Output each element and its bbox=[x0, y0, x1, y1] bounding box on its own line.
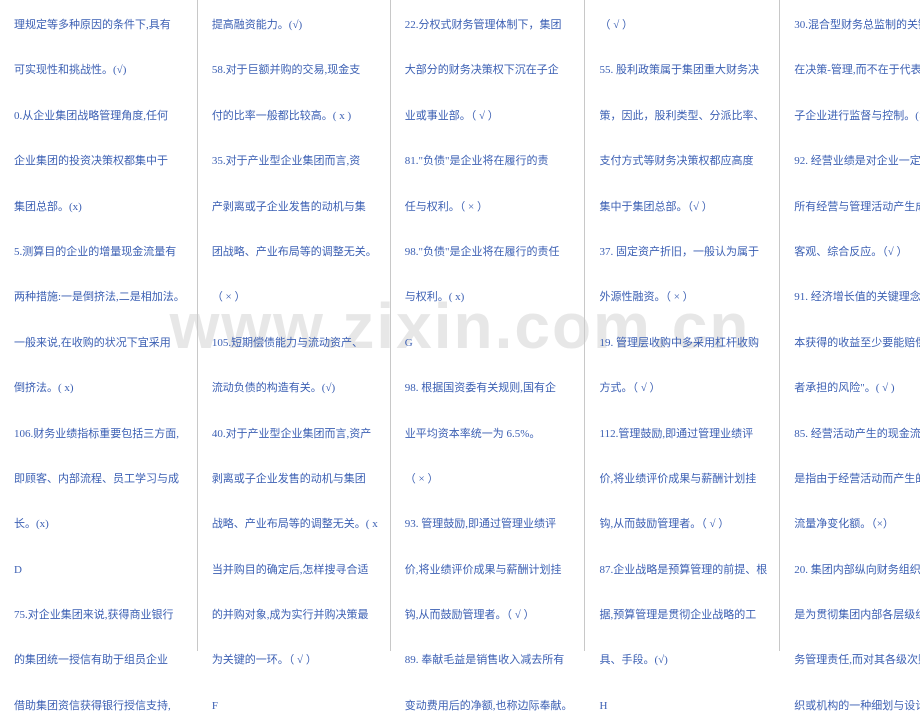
text-line: （ √ ） bbox=[599, 18, 767, 33]
text-line: 集中于集团总部。（√ ） bbox=[599, 200, 767, 215]
text-line: 98."负债"是企业将在履行的责任 bbox=[405, 245, 573, 260]
text-line: 产剥离或子企业发售的动机与集 bbox=[212, 200, 378, 215]
text-line: 85. 经营活动产生的现金流量,它 bbox=[794, 427, 920, 442]
text-line: 20. 集团内部纵向财务组织体系, bbox=[794, 563, 920, 578]
text-line: 22.分权式财务管理体制下，集团 bbox=[405, 18, 573, 33]
text-line: 92. 经营业绩是对企业一定期内 bbox=[794, 154, 920, 169]
text-line: 企业集团的投资决策权都集中于 bbox=[14, 154, 185, 169]
text-line: 与权利。( x) bbox=[405, 290, 573, 305]
text-line: 织或机构的一种细划与设计。 bbox=[794, 699, 920, 714]
text-line: 长。(x) bbox=[14, 517, 185, 532]
text-line: 一般来说,在收购的状况下宜采用 bbox=[14, 336, 185, 351]
text-line: （ × ） bbox=[212, 290, 378, 305]
text-line: 可实现性和挑战性。(√) bbox=[14, 63, 185, 78]
text-line: （ × ） bbox=[405, 472, 573, 487]
text-line: 的集团统一授信有助于组员企业 bbox=[14, 653, 185, 668]
column-4: （ √ ） 55. 股利政策属于集团重大财务决 策，因此，股利类型、分派比率、 … bbox=[585, 0, 780, 651]
text-line: 方式。（ √ ） bbox=[599, 381, 767, 396]
text-line: 价,将业绩评价成果与薪酬计划挂 bbox=[599, 472, 767, 487]
text-line: 98. 根据国资委有关规则,国有企 bbox=[405, 381, 573, 396]
text-line: 任与权利。（ × ） bbox=[405, 200, 573, 215]
column-3: 22.分权式财务管理体制下，集团 大部分的财务决策权下沉在子企 业或事业部。（ … bbox=[391, 0, 586, 651]
text-line: 大部分的财务决策权下沉在子企 bbox=[405, 63, 573, 78]
text-line: 58.对于巨额并购的交易,现金支 bbox=[212, 63, 378, 78]
column-2: 提高融资能力。(√) 58.对于巨额并购的交易,现金支 付的比率一般都比较高。(… bbox=[198, 0, 391, 651]
text-line: G bbox=[405, 336, 573, 351]
text-line: 流动负债的构造有关。(√) bbox=[212, 381, 378, 396]
column-1: 理规定等多种原因的条件下,具有 可实现性和挑战性。(√) 0.从企业集团战略管理… bbox=[0, 0, 198, 651]
text-line: 务管理责任,而对其各级次财务组 bbox=[794, 653, 920, 668]
text-line: 30.混合型财务总监制的关键定位 bbox=[794, 18, 920, 33]
text-line: 具、手段。(√) bbox=[599, 653, 767, 668]
text-line: 变动费用后的净额,也称边际奉献。 bbox=[405, 699, 573, 714]
text-line: 钩,从而鼓励管理者。（ √ ） bbox=[599, 517, 767, 532]
text-line: 理规定等多种原因的条件下,具有 bbox=[14, 18, 185, 33]
text-line: 37. 固定资产折旧，一般认为属于 bbox=[599, 245, 767, 260]
text-line: 子企业进行监督与控制。(×) J bbox=[794, 109, 920, 124]
text-line: 策，因此，股利类型、分派比率、 bbox=[599, 109, 767, 124]
text-line: 当并购目的确定后,怎样搜寻合适 bbox=[212, 563, 378, 578]
text-line: 19. 管理层收购中多采用杠杆收购 bbox=[599, 336, 767, 351]
text-line: 112.管理鼓励,即通过管理业绩评 bbox=[599, 427, 767, 442]
text-line: 106.财务业绩指标重要包括三方面, bbox=[14, 427, 185, 442]
text-line: H bbox=[599, 699, 767, 714]
text-line: 0.从企业集团战略管理角度,任何 bbox=[14, 109, 185, 124]
text-line: 是为贯彻集团内部各层级组织的财 bbox=[794, 608, 920, 623]
text-line: 40.对于产业型企业集团而言,资产 bbox=[212, 427, 378, 442]
text-line: 的并购对象,成为实行并购决策最 bbox=[212, 608, 378, 623]
text-line: 91. 经济增长值的关键理念是"资 bbox=[794, 290, 920, 305]
text-line: 支付方式等财务决策权都应高度 bbox=[599, 154, 767, 169]
text-line: 105.短期偿债能力与流动资产、 bbox=[212, 336, 378, 351]
text-line: 为关键的一环。（ √ ） bbox=[212, 653, 378, 668]
text-line: 81."负债"是企业将在履行的责 bbox=[405, 154, 573, 169]
text-line: 5.测算目的企业的增量现金流量有 bbox=[14, 245, 185, 260]
text-line: 流量净变化额。（×） bbox=[794, 517, 920, 532]
text-line: 在决策-管理,而不在于代表总部对 bbox=[794, 63, 920, 78]
document-columns: 理规定等多种原因的条件下,具有 可实现性和挑战性。(√) 0.从企业集团战略管理… bbox=[0, 0, 920, 651]
text-line: 战略、产业布局等的调整无关。( x bbox=[212, 517, 378, 532]
text-line: 93. 管理鼓励,即通过管理业绩评 bbox=[405, 517, 573, 532]
text-line: 即顾客、内部流程、员工学习与成 bbox=[14, 472, 185, 487]
text-line: 本获得的收益至少要能赔偿投资 bbox=[794, 336, 920, 351]
text-line: 倒挤法。( x) bbox=[14, 381, 185, 396]
text-line: 团战略、产业布局等的调整无关。 bbox=[212, 245, 378, 260]
text-line: 35.对于产业型企业集团而言,资 bbox=[212, 154, 378, 169]
text-line: F bbox=[212, 699, 378, 714]
text-line: 提高融资能力。(√) bbox=[212, 18, 378, 33]
text-line: 钩,从而鼓励管理者。（ √ ） bbox=[405, 608, 573, 623]
text-line: 所有经营与管理活动产生成果的 bbox=[794, 200, 920, 215]
text-line: 两种措施:一是倒挤法,二是相加法。 bbox=[14, 290, 185, 305]
text-line: 55. 股利政策属于集团重大财务决 bbox=[599, 63, 767, 78]
column-5: 30.混合型财务总监制的关键定位 在决策-管理,而不在于代表总部对 子企业进行监… bbox=[780, 0, 920, 651]
text-line: D bbox=[14, 563, 185, 578]
text-line: 87.企业战略是预算管理的前提、根 bbox=[599, 563, 767, 578]
text-line: 外源性融资。（ × ） bbox=[599, 290, 767, 305]
text-line: 借助集团资信获得银行授信支持, bbox=[14, 699, 185, 714]
text-line: 集团总部。(x) bbox=[14, 200, 185, 215]
text-line: 业平均资本率统一为 6.5%。 bbox=[405, 427, 573, 442]
text-line: 价,将业绩评价成果与薪酬计划挂 bbox=[405, 563, 573, 578]
text-line: 89. 奉献毛益是销售收入减去所有 bbox=[405, 653, 573, 668]
text-line: 是指由于经营活动而产生的现金 bbox=[794, 472, 920, 487]
text-line: 据,预算管理是贯彻企业战略的工 bbox=[599, 608, 767, 623]
text-line: 客观、综合反应。（√ ） bbox=[794, 245, 920, 260]
text-line: 75.对企业集团来说,获得商业银行 bbox=[14, 608, 185, 623]
text-line: 者承担的风险"。( √ ) bbox=[794, 381, 920, 396]
text-line: 付的比率一般都比较高。( x ) bbox=[212, 109, 378, 124]
text-line: 剥离或子企业发售的动机与集团 bbox=[212, 472, 378, 487]
text-line: 业或事业部。（ √ ） bbox=[405, 109, 573, 124]
